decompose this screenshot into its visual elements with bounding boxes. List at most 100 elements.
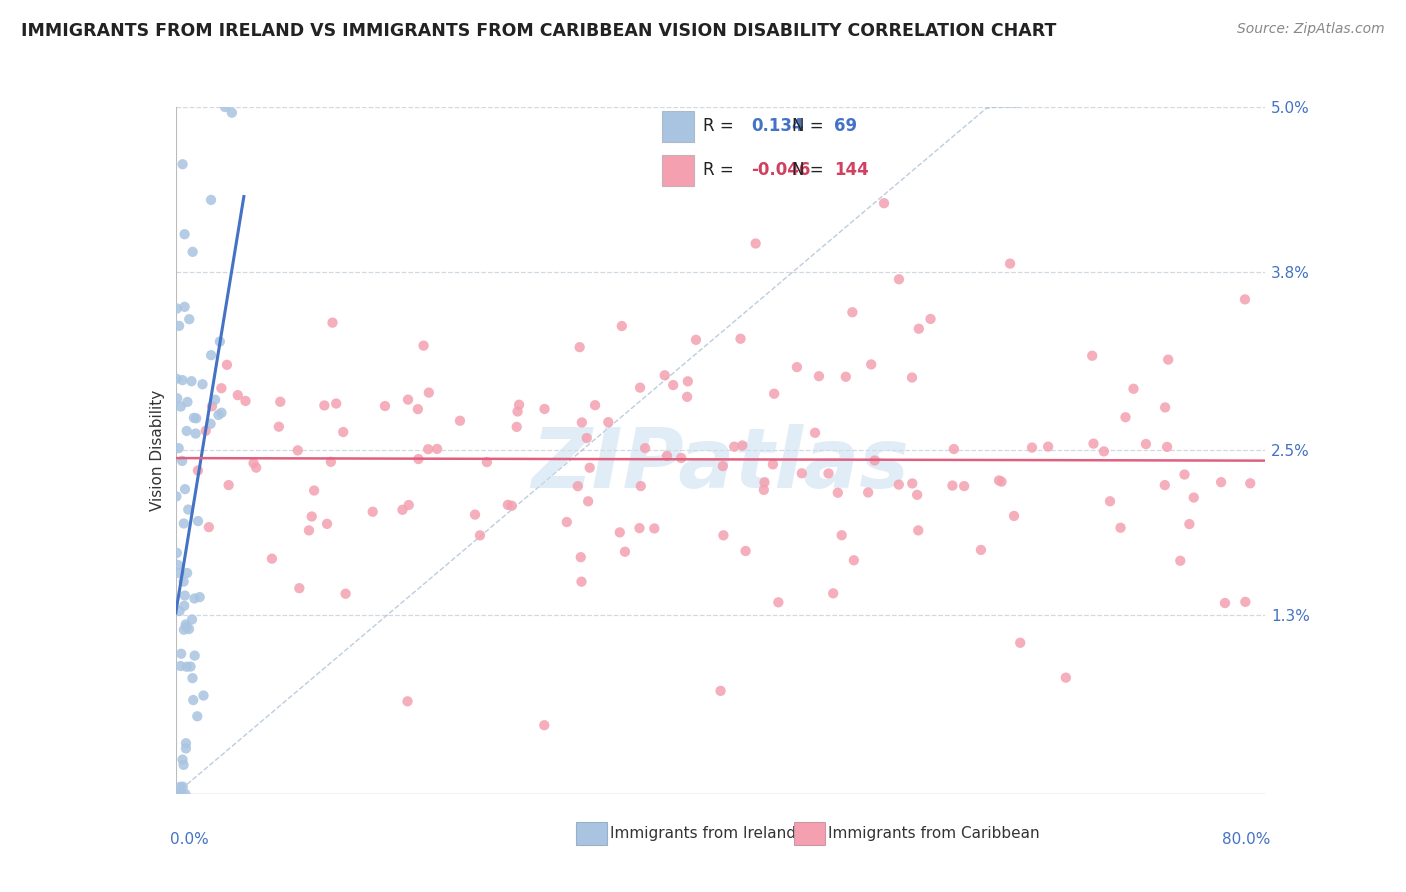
Point <box>1135 437 1157 451</box>
Point <box>319 455 342 469</box>
Point <box>170 787 193 801</box>
Point <box>730 332 752 346</box>
Point <box>211 406 233 420</box>
Point <box>167 441 190 455</box>
Point <box>576 494 599 508</box>
Point <box>598 415 620 429</box>
Point <box>710 683 733 698</box>
Point <box>817 467 839 481</box>
Point <box>200 193 222 207</box>
Point <box>214 100 236 114</box>
Point <box>628 521 651 535</box>
Point <box>610 319 633 334</box>
Point <box>569 550 592 565</box>
Point <box>571 416 593 430</box>
Point <box>790 467 813 481</box>
Point <box>1153 478 1175 492</box>
Point <box>711 459 734 474</box>
Point <box>374 399 396 413</box>
Point <box>723 440 745 454</box>
Point <box>173 227 195 242</box>
Text: 80.0%: 80.0% <box>1222 831 1271 847</box>
Point <box>449 414 471 428</box>
Point <box>245 460 267 475</box>
Point <box>172 454 194 468</box>
Point <box>267 419 290 434</box>
Point <box>1021 441 1043 455</box>
Point <box>174 741 197 756</box>
Point <box>187 514 209 528</box>
Point <box>1213 596 1236 610</box>
Point <box>198 520 221 534</box>
Point <box>762 458 785 472</box>
Text: R =: R = <box>703 117 740 135</box>
Point <box>332 425 354 439</box>
Point <box>301 509 323 524</box>
Point <box>655 449 678 463</box>
Point <box>567 479 589 493</box>
Point <box>905 488 928 502</box>
Point <box>169 659 191 673</box>
Point <box>418 385 440 400</box>
Point <box>887 477 910 491</box>
Point <box>863 453 886 467</box>
Point <box>754 475 776 490</box>
Point <box>744 236 766 251</box>
Point <box>1182 491 1205 505</box>
Point <box>578 460 600 475</box>
Point <box>221 105 243 120</box>
Point <box>167 318 190 333</box>
Point <box>662 378 685 392</box>
Text: 144: 144 <box>834 161 869 179</box>
Point <box>842 553 865 567</box>
Point <box>322 316 344 330</box>
Point <box>571 574 593 589</box>
Point <box>998 257 1021 271</box>
Point <box>174 482 197 496</box>
Point <box>176 395 198 409</box>
Point <box>169 604 191 618</box>
Point <box>242 456 264 470</box>
Point <box>176 659 198 673</box>
Point <box>218 478 240 492</box>
Point <box>396 392 419 407</box>
Text: Source: ZipAtlas.com: Source: ZipAtlas.com <box>1237 22 1385 37</box>
Point <box>1154 401 1177 415</box>
Point <box>887 272 910 286</box>
Text: N =: N = <box>793 117 830 135</box>
Point <box>501 499 523 513</box>
Point <box>179 312 201 326</box>
Point <box>630 479 652 493</box>
Point <box>873 196 896 211</box>
Point <box>174 736 197 750</box>
Point <box>752 483 775 497</box>
Point <box>1168 554 1191 568</box>
Point <box>628 381 651 395</box>
Point <box>768 595 790 609</box>
Point <box>506 404 529 418</box>
Point <box>901 476 924 491</box>
Point <box>901 370 924 384</box>
Point <box>396 694 419 708</box>
Point <box>193 689 215 703</box>
Point <box>260 551 283 566</box>
Point <box>180 374 202 388</box>
Point <box>1233 293 1256 307</box>
Point <box>207 408 229 422</box>
Point <box>713 528 735 542</box>
Point <box>990 475 1012 489</box>
Point <box>287 443 309 458</box>
Point <box>496 498 519 512</box>
Point <box>575 431 598 445</box>
Point <box>186 411 208 425</box>
Point <box>176 566 198 580</box>
Point <box>1209 475 1232 490</box>
Point <box>953 479 976 493</box>
Point <box>201 399 224 413</box>
Point <box>184 426 207 441</box>
Text: -0.046: -0.046 <box>751 161 810 179</box>
Point <box>172 373 194 387</box>
Point <box>1173 467 1195 482</box>
Point <box>165 490 187 504</box>
Point <box>613 545 636 559</box>
